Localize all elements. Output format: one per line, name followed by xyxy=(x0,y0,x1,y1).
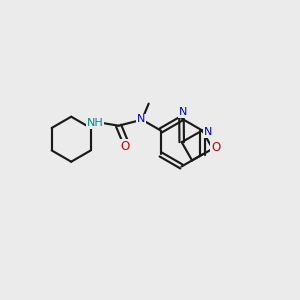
Text: N: N xyxy=(179,107,187,117)
Text: N: N xyxy=(137,114,146,124)
Text: N: N xyxy=(203,127,212,137)
Text: O: O xyxy=(211,141,220,154)
Text: NH: NH xyxy=(87,118,103,128)
Text: O: O xyxy=(120,140,130,153)
